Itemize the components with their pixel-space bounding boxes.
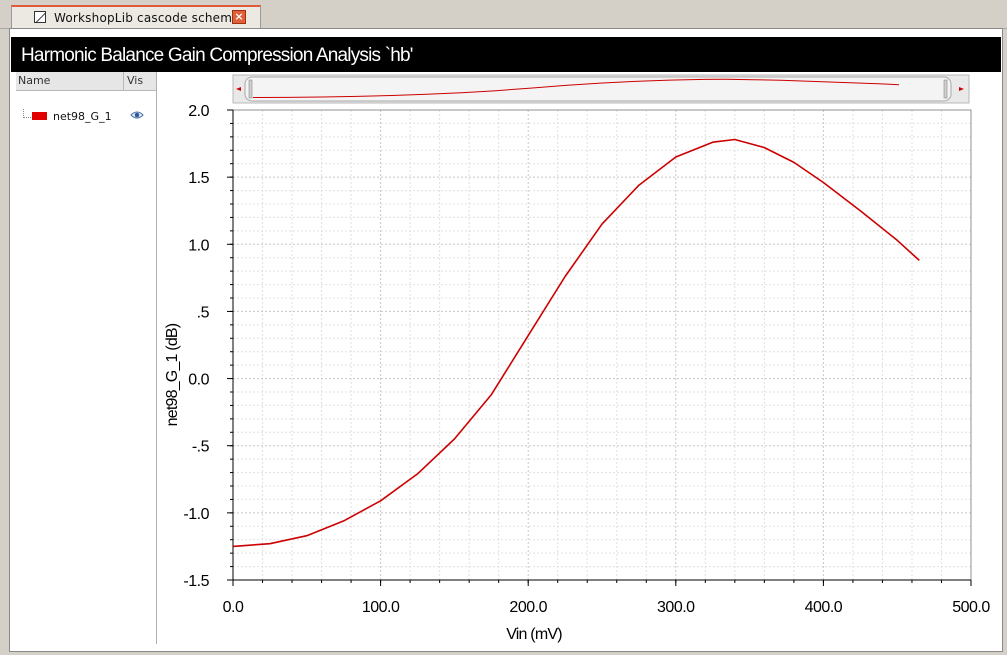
y-axis-label: net98_G_1 (dB) bbox=[164, 323, 181, 426]
trace-color-swatch bbox=[32, 112, 47, 120]
chart-svg: 2.0 1.5 1.0 .5 0.0 -.5 -1.0 -1.5 0.0 100.0 200.0 3… bbox=[164, 74, 991, 643]
y-tick-label: -.5 bbox=[192, 439, 210, 456]
y-tick-label: .5 bbox=[197, 304, 210, 321]
column-divider[interactable] bbox=[123, 72, 124, 90]
x-tick-label: 0.0 bbox=[223, 599, 244, 616]
overview-viewport[interactable] bbox=[244, 76, 952, 102]
x-tick-label: 500.0 bbox=[952, 599, 990, 616]
tree-connector bbox=[23, 109, 31, 118]
x-tick-label: 200.0 bbox=[509, 599, 547, 616]
overview-trace bbox=[252, 78, 900, 98]
viewport-left-handle[interactable] bbox=[248, 79, 253, 99]
column-header-vis[interactable]: Vis bbox=[127, 74, 144, 87]
graph-title-bar: Harmonic Balance Gain Compression Analys… bbox=[11, 37, 1001, 72]
plot-panel: 2.0 1.5 1.0 .5 0.0 -.5 -1.0 -1.5 0.0 100.0 200.0 3… bbox=[157, 72, 1000, 644]
scroll-left-arrow-icon[interactable] bbox=[236, 87, 241, 91]
x-axis-label: Vin (mV) bbox=[506, 626, 562, 643]
y-axis: 2.0 1.5 1.0 .5 0.0 -.5 -1.0 -1.5 bbox=[183, 103, 234, 590]
x-tick-label: 400.0 bbox=[805, 599, 843, 616]
scroll-right-arrow-icon[interactable] bbox=[959, 87, 964, 91]
trace-legend-panel: Name Vis net98_G_1 bbox=[16, 72, 157, 644]
waveform-window-icon bbox=[34, 11, 46, 23]
plot-grid bbox=[232, 109, 972, 581]
overview-scrollbar[interactable] bbox=[232, 74, 970, 104]
y-tick-label: -1.5 bbox=[183, 573, 209, 590]
tab-bar: WorkshopLib cascode schem... × bbox=[0, 0, 1007, 29]
tab-workshoplib-cascode[interactable]: WorkshopLib cascode schem... × bbox=[11, 5, 261, 28]
x-tick-label: 100.0 bbox=[362, 599, 400, 616]
plot-area[interactable] bbox=[232, 109, 972, 581]
eye-icon[interactable] bbox=[130, 110, 144, 120]
x-tick-label: 300.0 bbox=[657, 599, 695, 616]
trace-name: net98_G_1 bbox=[53, 110, 112, 123]
overview-series-line bbox=[252, 78, 900, 98]
y-tick-label: 0.0 bbox=[188, 372, 209, 389]
close-icon[interactable]: × bbox=[232, 10, 246, 24]
graph-title: Harmonic Balance Gain Compression Analys… bbox=[21, 45, 413, 66]
series-line-net98-g-1[interactable] bbox=[232, 138, 920, 548]
column-header-name[interactable]: Name bbox=[18, 74, 51, 87]
y-tick-label: 1.5 bbox=[188, 170, 209, 187]
legend-item-net98-g-1[interactable]: net98_G_1 bbox=[16, 108, 156, 126]
viewport-right-handle[interactable] bbox=[943, 79, 948, 99]
x-axis: 0.0 100.0 200.0 300.0 400.0 500.0 bbox=[223, 579, 991, 616]
tab-label: WorkshopLib cascode schem... bbox=[54, 11, 245, 25]
series-group[interactable] bbox=[232, 138, 920, 548]
y-tick-label: -1.0 bbox=[183, 506, 209, 523]
y-tick-label: 2.0 bbox=[188, 103, 209, 120]
legend-header: Name Vis bbox=[16, 72, 156, 91]
y-tick-label: 1.0 bbox=[188, 237, 209, 254]
